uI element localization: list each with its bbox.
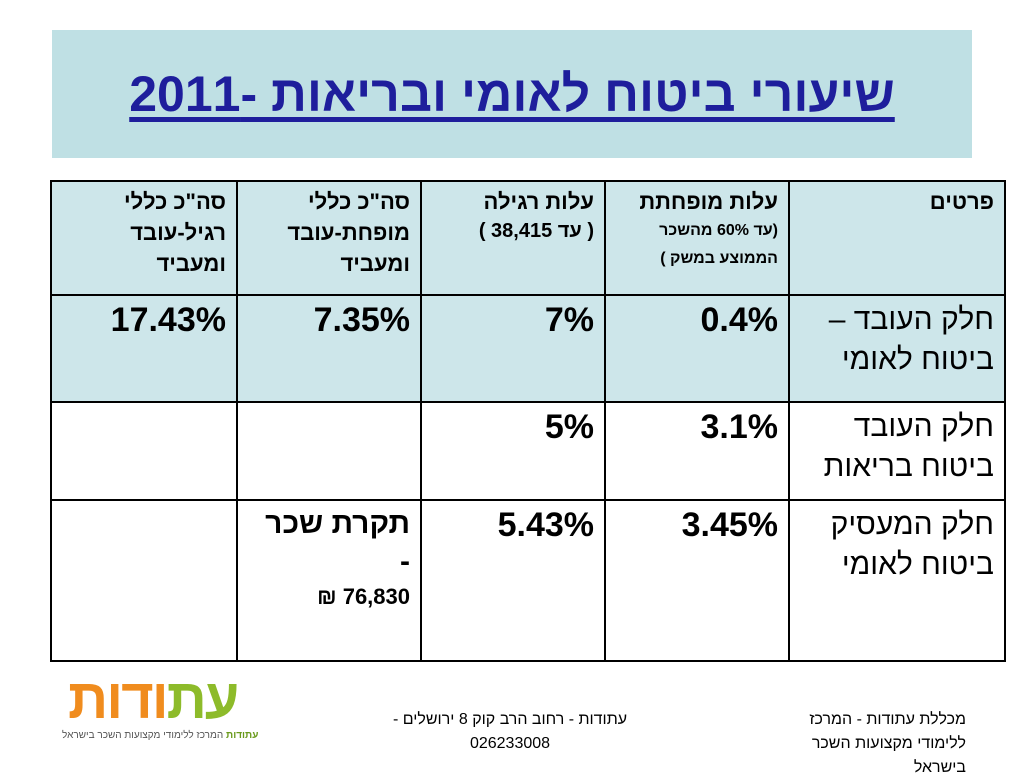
row-label: חלק העובד – ביטוח לאומי [828, 303, 994, 376]
rates-table: פרטים עלות מופחתת (עד 60% מהשכר הממוצע במש… [50, 180, 1006, 662]
table-row: חלק העובד – ביטוח לאומי 0.4% 7% 7.35% 17.43% [50, 294, 1006, 403]
table-cell [50, 401, 238, 501]
table-cell: 17.43% [50, 294, 238, 403]
logo-text: המרכז ללימודי מקצועות השכר בישראל [62, 730, 224, 741]
logo-mark: עתודות [68, 666, 240, 731]
logo-tagline: עתודות המרכז ללימודי מקצועות השכר בישראל [62, 730, 258, 741]
header-cell: עלות רגילה ( עד 38,415 ) [420, 180, 606, 296]
cell-value: 5% [544, 408, 594, 446]
header-cell: סה"כ כללי רגיל-עובד ומעביד [50, 180, 238, 296]
table-cell: חלק העובד – ביטוח לאומי [788, 294, 1006, 403]
header-cell: סה"כ כללי מופחת-עובד ומעביד [236, 180, 422, 296]
table-cell: 0.4% [604, 294, 790, 403]
logo-brand: עתודות [226, 730, 259, 741]
header-note: ( עד 38,415 ) [478, 220, 594, 242]
header-row: פרטים עלות מופחתת (עד 60% מהשכר הממוצע במש… [50, 180, 1006, 296]
header-title: פרטים [929, 189, 994, 214]
cell-value: 7% [544, 301, 594, 339]
logo-part: ודות [68, 667, 169, 730]
address: עתודות - רחוב הרב קוק 8 ירושלים - 026233… [392, 711, 628, 752]
header-note: (עד 60% מהשכר הממוצע במשק ) [659, 222, 778, 267]
row-label: חלק העובד ביטוח בריאות [823, 410, 994, 483]
cell-value: 5.43% [497, 506, 594, 544]
title: שיעורי ביטוח לאומי ובריאות -2011 [129, 66, 895, 122]
row-label: חלק המעסיק ביטוח לאומי [830, 508, 994, 581]
header-title: עלות רגילה [483, 189, 594, 214]
table-cell: 5% [420, 401, 606, 501]
college: מכללת עתודות - המרכז ללימודי מקצועות השכ… [809, 711, 966, 776]
title-box: שיעורי ביטוח לאומי ובריאות -2011 [52, 30, 972, 158]
cell-value: 7.35% [313, 301, 410, 339]
header-cell: עלות מופחתת (עד 60% מהשכר הממוצע במשק ) [604, 180, 790, 296]
table-cell: 5.43% [420, 499, 606, 662]
table-cell: 3.45% [604, 499, 790, 662]
table-cell: תקרת שכר - 76,830 ₪ [236, 499, 422, 662]
cell-value: 3.45% [681, 506, 778, 544]
table-cell: 7.35% [236, 294, 422, 403]
table-cell: חלק המעסיק ביטוח לאומי [788, 499, 1006, 662]
header-cell: פרטים [788, 180, 1006, 296]
header-title: עלות מופחתת [639, 189, 778, 214]
cell-value: 17.43% [110, 301, 226, 339]
table-cell [236, 401, 422, 501]
header-title: סה"כ כללי מופחת-עובד ומעביד [287, 189, 410, 276]
table-cell: 3.1% [604, 401, 790, 501]
cell-main: תקרת שכר - [265, 507, 410, 578]
header-title: סה"כ כללי רגיל-עובד ומעביד [123, 189, 226, 276]
table-row: חלק המעסיק ביטוח לאומי 3.45% 5.43% תקרת שכר… [50, 499, 1006, 662]
table-cell: חלק העובד ביטוח בריאות [788, 401, 1006, 501]
cell-note: 76,830 ₪ [317, 584, 410, 609]
cell-value: 3.1% [700, 408, 779, 446]
cell-value: 0.4% [700, 301, 779, 339]
table-cell: 7% [420, 294, 606, 403]
table-cell [50, 499, 238, 662]
logo: עתודות עתודות המרכז ללימודי מקצועות השכר… [62, 667, 258, 744]
table-row: חלק העובד ביטוח בריאות 3.1% 5% [50, 401, 1006, 501]
logo-part: עת [166, 667, 240, 730]
